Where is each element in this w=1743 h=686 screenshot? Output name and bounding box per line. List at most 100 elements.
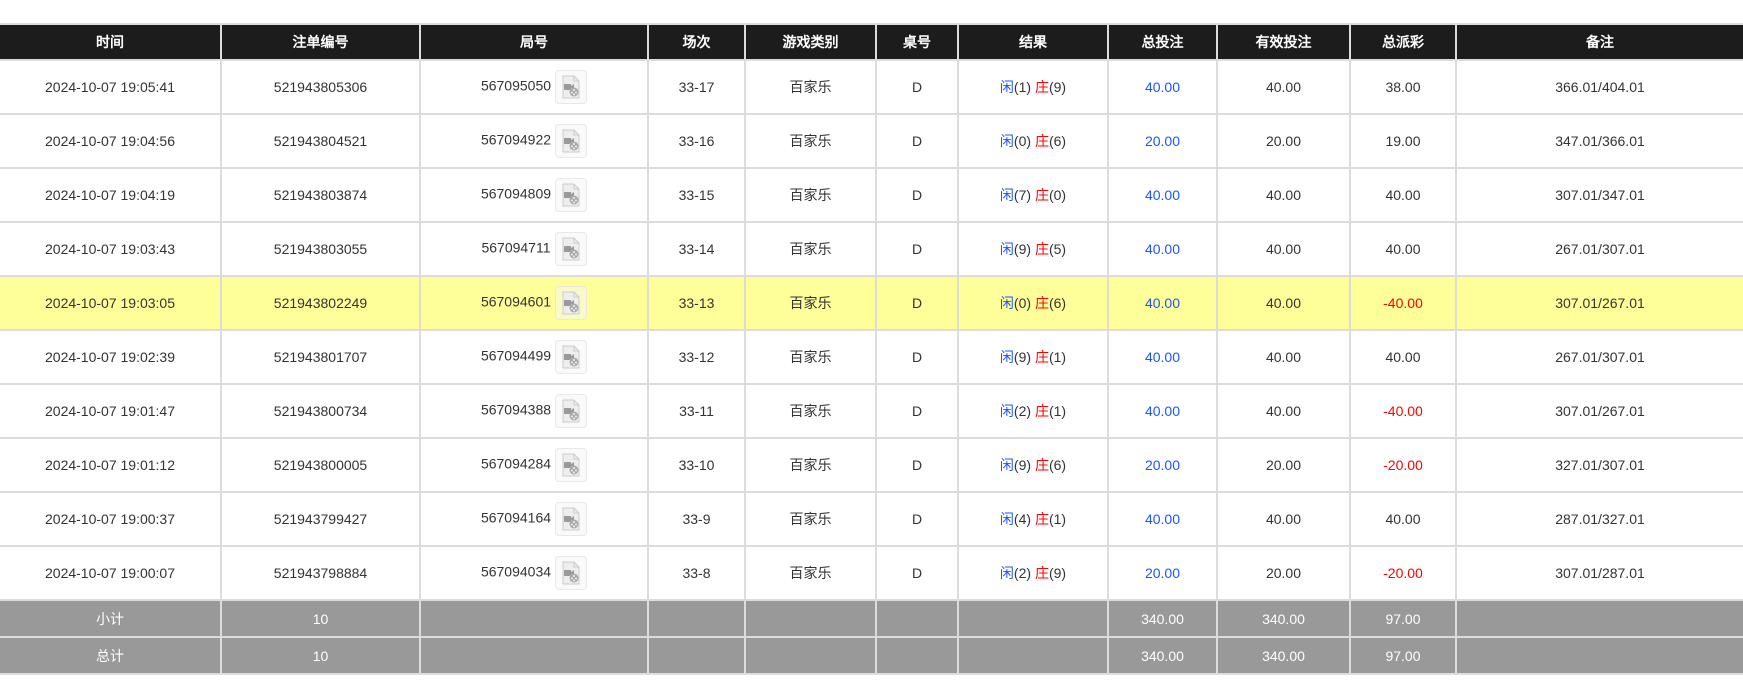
video-file-icon[interactable] (555, 286, 588, 320)
time-cell: 2024-10-07 19:00:37 (0, 491, 222, 547)
total-bet-cell: 20.00 (1107, 437, 1218, 493)
total-row: 总计 10 340.00 340.00 97.00 (0, 636, 1743, 675)
shoe-cell: 33-15 (647, 167, 746, 223)
video-file-icon[interactable] (555, 502, 588, 536)
payout-cell: 40.00 (1349, 329, 1457, 385)
note-cell: 287.01/327.01 (1455, 491, 1743, 547)
valid-bet-cell: 40.00 (1216, 329, 1351, 385)
table-row: 2024-10-07 19:00:07 521943798884 567094034… (0, 545, 1743, 601)
shoe-cell: 33-11 (647, 383, 746, 439)
bet-id-cell: 521943800734 (220, 383, 421, 439)
player-label: 闲 (999, 79, 1014, 95)
player-label: 闲 (999, 187, 1014, 203)
time-cell: 2024-10-07 19:01:47 (0, 383, 222, 439)
empty-cell (647, 599, 746, 638)
column-header-time: 时间 (0, 23, 222, 61)
table-no-cell: D (875, 221, 959, 277)
result-cell: 闲(1) 庄(9) (957, 59, 1109, 115)
player-score: (0) (1013, 295, 1032, 311)
video-file-icon[interactable] (555, 394, 588, 428)
video-file-icon[interactable] (555, 448, 588, 482)
game-type-cell: 百家乐 (744, 167, 877, 223)
round-number: 567094388 (480, 401, 552, 418)
total-bet-cell: 40.00 (1107, 491, 1218, 547)
banker-score: (6) (1048, 133, 1067, 149)
player-score: (0) (1013, 133, 1032, 149)
empty-cell (419, 636, 649, 675)
player-label: 闲 (999, 133, 1014, 149)
video-file-icon[interactable] (554, 232, 587, 266)
column-header-payout: 总派彩 (1349, 23, 1457, 61)
game-type-cell: 百家乐 (744, 113, 877, 169)
video-file-icon[interactable] (555, 556, 588, 590)
note-cell: 307.01/347.01 (1455, 167, 1743, 223)
banker-label: 庄 (1034, 241, 1049, 257)
bet-id-cell: 521943802249 (220, 275, 421, 331)
game-type-cell: 百家乐 (744, 491, 877, 547)
time-cell: 2024-10-07 19:01:12 (0, 437, 222, 493)
shoe-cell: 33-13 (647, 275, 746, 331)
valid-bet-cell: 20.00 (1216, 545, 1351, 601)
banker-score: (1) (1048, 349, 1067, 365)
player-score: (2) (1013, 565, 1032, 581)
video-file-icon[interactable] (555, 340, 588, 374)
table-no-cell: D (875, 167, 959, 223)
game-type-cell: 百家乐 (744, 545, 877, 601)
empty-cell (647, 636, 746, 675)
subtotal-row: 小计 10 340.00 340.00 97.00 (0, 599, 1743, 638)
player-label: 闲 (999, 403, 1014, 419)
payout-cell: -40.00 (1349, 275, 1457, 331)
empty-cell (744, 636, 877, 675)
game-type-cell: 百家乐 (744, 221, 877, 277)
column-header-total-bet: 总投注 (1107, 23, 1218, 61)
subtotal-payout: 97.00 (1349, 599, 1457, 638)
round-cell: 567094284 (419, 437, 649, 493)
time-cell: 2024-10-07 19:03:05 (0, 275, 222, 331)
time-cell: 2024-10-07 19:05:41 (0, 59, 222, 115)
note-cell: 267.01/307.01 (1455, 221, 1743, 277)
banker-score: (1) (1048, 403, 1067, 419)
table-no-cell: D (875, 383, 959, 439)
banker-label: 庄 (1034, 565, 1049, 581)
round-number: 567094922 (480, 131, 552, 148)
bet-id-cell: 521943800005 (220, 437, 421, 493)
bet-id-cell: 521943798884 (220, 545, 421, 601)
header-row: 时间 注单编号 局号 场次 游戏类别 桌号 结果 总投注 有效投注 总派彩 备注 (0, 23, 1743, 61)
round-number: 567094809 (480, 185, 552, 202)
video-file-icon[interactable] (555, 178, 588, 212)
bet-id-cell: 521943804521 (220, 113, 421, 169)
round-cell: 567094388 (419, 383, 649, 439)
table-row: 2024-10-07 19:00:37 521943799427 567094164… (0, 491, 1743, 547)
payout-cell: 40.00 (1349, 221, 1457, 277)
note-cell: 347.01/366.01 (1455, 113, 1743, 169)
round-number: 567095050 (480, 77, 552, 94)
player-label: 闲 (999, 295, 1014, 311)
subtotal-count: 10 (220, 599, 421, 638)
player-score: (9) (1013, 349, 1032, 365)
result-cell: 闲(9) 庄(1) (957, 329, 1109, 385)
video-file-icon[interactable] (555, 70, 588, 104)
shoe-cell: 33-8 (647, 545, 746, 601)
column-header-shoe: 场次 (647, 23, 746, 61)
total-label: 总计 (0, 636, 222, 675)
valid-bet-cell: 40.00 (1216, 167, 1351, 223)
empty-cell (957, 636, 1109, 675)
shoe-cell: 33-10 (647, 437, 746, 493)
player-score: (7) (1013, 187, 1032, 203)
table-row: 2024-10-07 19:04:56 521943804521 567094922… (0, 113, 1743, 169)
banker-label: 庄 (1034, 295, 1049, 311)
video-file-icon[interactable] (555, 124, 588, 158)
total-count: 10 (220, 636, 421, 675)
banker-score: (5) (1048, 241, 1067, 257)
empty-cell (419, 599, 649, 638)
bet-id-cell: 521943803055 (220, 221, 421, 277)
table-no-cell: D (875, 275, 959, 331)
payout-cell: 38.00 (1349, 59, 1457, 115)
empty-cell (1455, 636, 1743, 675)
valid-bet-cell: 40.00 (1216, 221, 1351, 277)
game-type-cell: 百家乐 (744, 437, 877, 493)
shoe-cell: 33-12 (647, 329, 746, 385)
column-header-valid-bet: 有效投注 (1216, 23, 1351, 61)
column-header-round: 局号 (419, 23, 649, 61)
banker-score: (1) (1048, 511, 1067, 527)
